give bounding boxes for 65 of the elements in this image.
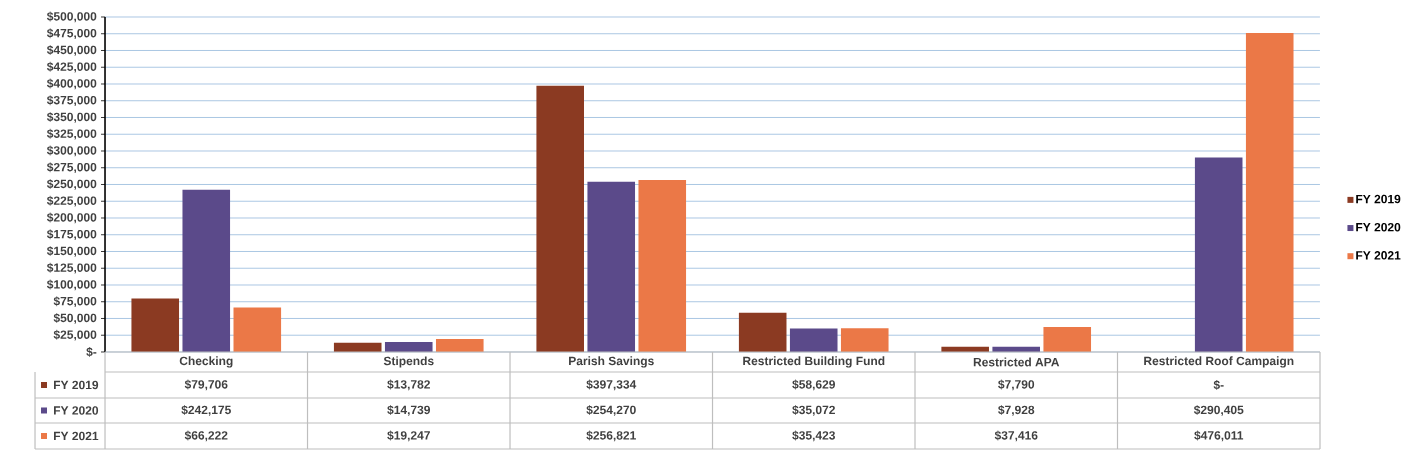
bar <box>638 179 687 352</box>
y-tick-label: $300,000 <box>46 145 97 157</box>
x-tick-label: Restricted Building Fund <box>743 356 885 368</box>
data-label: $397,334 <box>586 379 637 391</box>
y-tick-label: $275,000 <box>46 162 97 174</box>
x-tick-label: Stipends <box>383 356 434 368</box>
legend-label: FY 2020 <box>54 406 99 415</box>
bar <box>384 342 433 352</box>
legend-label: FY 2021 <box>1356 251 1401 260</box>
y-tick-label: $375,000 <box>46 95 97 107</box>
text: FY 2019 <box>1356 194 1401 204</box>
bar <box>738 312 787 352</box>
data-label: $35,423 <box>792 430 835 442</box>
y-tick-label: $475,000 <box>46 28 97 40</box>
y-tick-label: $225,000 <box>46 195 97 207</box>
bar <box>587 181 636 352</box>
x-tick-label: Parish Savings <box>569 356 654 368</box>
bar <box>131 298 180 352</box>
bar <box>1043 326 1092 352</box>
y-tick-label: $450,000 <box>46 45 97 56</box>
text: FY 2020 <box>1356 222 1401 232</box>
y-tick-label: $400,000 <box>46 78 97 90</box>
data-label: $- <box>1213 380 1224 390</box>
data-label: $58,629 <box>792 379 835 391</box>
data-label: $37,416 <box>994 430 1038 442</box>
data-label: $19,247 <box>387 430 430 442</box>
data-label: $7,790 <box>998 379 1035 391</box>
y-tick-label: $25,000 <box>53 329 97 341</box>
y-tick-label: $150,000 <box>46 246 97 257</box>
y-tick-label: $425,000 <box>46 61 97 73</box>
legend-label: FY 2019 <box>54 380 99 390</box>
y-tick-label: $175,000 <box>46 229 97 241</box>
data-label: $242,175 <box>181 405 231 416</box>
y-tick-label: $100,000 <box>46 279 97 291</box>
bar <box>233 307 282 352</box>
y-tick-label: $- <box>86 347 97 357</box>
bar <box>536 85 584 352</box>
y-tick-label: $250,000 <box>46 179 97 190</box>
y-tick-label: $500,000 <box>46 11 97 23</box>
bar <box>435 339 484 352</box>
data-label: $35,072 <box>792 405 835 416</box>
y-tick-label: $50,000 <box>53 313 97 324</box>
x-tick-label: Restricted APA <box>973 357 1060 367</box>
data-label: $79,706 <box>184 379 228 391</box>
bar <box>789 328 838 352</box>
data-label: $256,821 <box>586 430 636 442</box>
data-label: $254,270 <box>586 405 636 416</box>
bar <box>1194 157 1243 352</box>
data-label: $476,011 <box>1194 430 1244 442</box>
text: FY 2021 <box>54 431 99 441</box>
data-label: $13,782 <box>387 379 430 391</box>
y-tick-label: $325,000 <box>46 128 97 140</box>
data-label: $290,405 <box>1193 405 1244 416</box>
x-tick-label: Restricted Roof Campaign <box>1144 356 1294 368</box>
data-label: $66,222 <box>184 430 228 442</box>
bar <box>182 189 231 352</box>
y-tick-label: $125,000 <box>46 262 97 274</box>
y-tick-label: $75,000 <box>53 296 97 308</box>
data-label: $14,739 <box>387 405 431 416</box>
y-tick-label: $350,000 <box>46 112 97 123</box>
bar <box>1245 33 1294 352</box>
x-tick-label: Checking <box>179 356 233 368</box>
data-label: $7,928 <box>998 405 1035 416</box>
bar <box>840 328 889 352</box>
y-tick-label: $200,000 <box>46 212 97 224</box>
